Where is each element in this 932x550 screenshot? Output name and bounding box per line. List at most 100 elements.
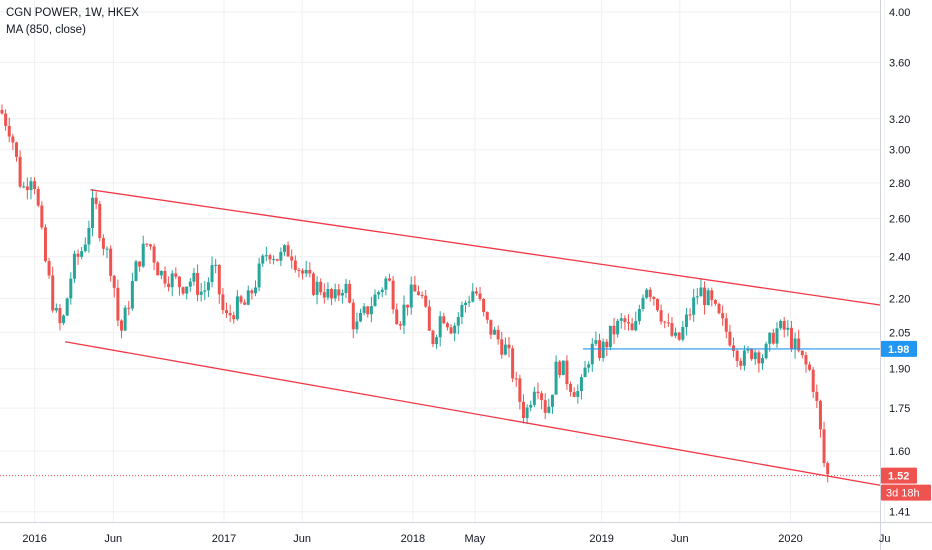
candle-body (818, 400, 822, 430)
indicator-label[interactable]: MA (850, close) (6, 24, 86, 36)
candle-body (431, 330, 435, 345)
candle-body (797, 338, 801, 351)
countdown-label-box (881, 484, 931, 501)
candle-body (713, 299, 717, 304)
candle-body (782, 320, 786, 330)
candle-body (521, 401, 525, 419)
candle-body (279, 251, 283, 261)
candle-body (253, 287, 257, 294)
candle-body (362, 306, 366, 313)
candle-body (536, 391, 540, 394)
candle-body (616, 320, 620, 335)
candle-body (83, 244, 87, 252)
candle-body (301, 270, 305, 274)
candle-body (22, 186, 26, 188)
candle-body (315, 281, 319, 295)
candle-body (304, 269, 308, 274)
candle-body (659, 310, 663, 322)
x-tick-label: 2018 (401, 533, 425, 545)
candle-body (547, 406, 551, 413)
candle-body (402, 304, 406, 326)
candle-body (69, 278, 73, 299)
candle-body (561, 360, 565, 376)
candle-body (409, 284, 413, 308)
candle-body (822, 429, 826, 464)
candle-body (257, 263, 261, 288)
candle-body (554, 361, 558, 395)
candle-body (456, 317, 460, 326)
candle-body (29, 181, 33, 191)
x-tick-label: Jun (104, 533, 122, 545)
candle-body (380, 289, 384, 293)
candle-body (684, 314, 688, 328)
candle-body (330, 288, 334, 299)
symbol-title[interactable]: CGN POWER, 1W, HKEX (6, 7, 139, 19)
candle-body (398, 324, 402, 326)
candle-body (384, 278, 388, 290)
candle-body (666, 322, 670, 324)
candle-body (507, 344, 511, 349)
candle-body (558, 361, 562, 376)
candle-body (583, 367, 587, 378)
candle-body (703, 287, 707, 306)
candle-body (0, 109, 4, 114)
candle-body (775, 328, 779, 344)
candle-body (264, 255, 268, 257)
candle-body (464, 302, 468, 306)
candle-body (188, 281, 192, 287)
candle-body (594, 340, 598, 344)
candle-body (174, 273, 178, 277)
candle-body (4, 113, 8, 126)
candle-body (163, 270, 167, 284)
candle-body (243, 302, 247, 305)
candle-body (225, 310, 229, 314)
candle-body (413, 284, 417, 292)
candle-body (688, 314, 692, 316)
candlestick-series (0, 104, 830, 483)
candle-body (608, 325, 612, 348)
candle-body (601, 341, 605, 359)
candle-body (529, 404, 533, 408)
candle-body (152, 246, 156, 263)
candle-body (449, 327, 453, 334)
candle-body (663, 321, 667, 323)
candle-body (275, 259, 279, 261)
candle-body (485, 312, 489, 320)
candle-body (692, 297, 696, 315)
candle-body (442, 316, 446, 324)
candle-body (250, 290, 254, 294)
candle-body (674, 332, 678, 336)
y-tick-label: 1.41 (889, 507, 910, 519)
candle-body (525, 407, 529, 419)
candle-body (826, 463, 830, 475)
candle-body (768, 332, 772, 344)
channel-trendline (65, 341, 881, 486)
candle-body (677, 332, 681, 340)
candle-body (811, 369, 815, 392)
candle-body (196, 272, 200, 295)
candle-body (112, 275, 116, 288)
candle-body (98, 203, 102, 239)
candle-body (109, 248, 113, 276)
candle-body (779, 320, 783, 329)
candle-body (337, 289, 341, 296)
candle-body (652, 297, 656, 299)
candle-body (232, 315, 236, 320)
y-tick-label: 1.90 (889, 364, 910, 376)
y-tick-label: 2.80 (889, 178, 910, 190)
candle-body (728, 331, 732, 346)
chart-legend: CGN POWER, 1W, HKEX MA (850, close) (6, 5, 139, 39)
candle-body (326, 288, 330, 298)
candle-body (406, 304, 410, 308)
candle-body (576, 391, 580, 397)
candle-body (590, 343, 594, 365)
candle-body (359, 312, 363, 322)
candle-body (62, 315, 66, 324)
candle-body (735, 350, 739, 361)
candle-body (815, 391, 819, 401)
candle-body (214, 264, 218, 266)
y-tick-label: 1.75 (889, 403, 910, 415)
candle-body (732, 345, 736, 351)
candle-body (105, 248, 109, 250)
